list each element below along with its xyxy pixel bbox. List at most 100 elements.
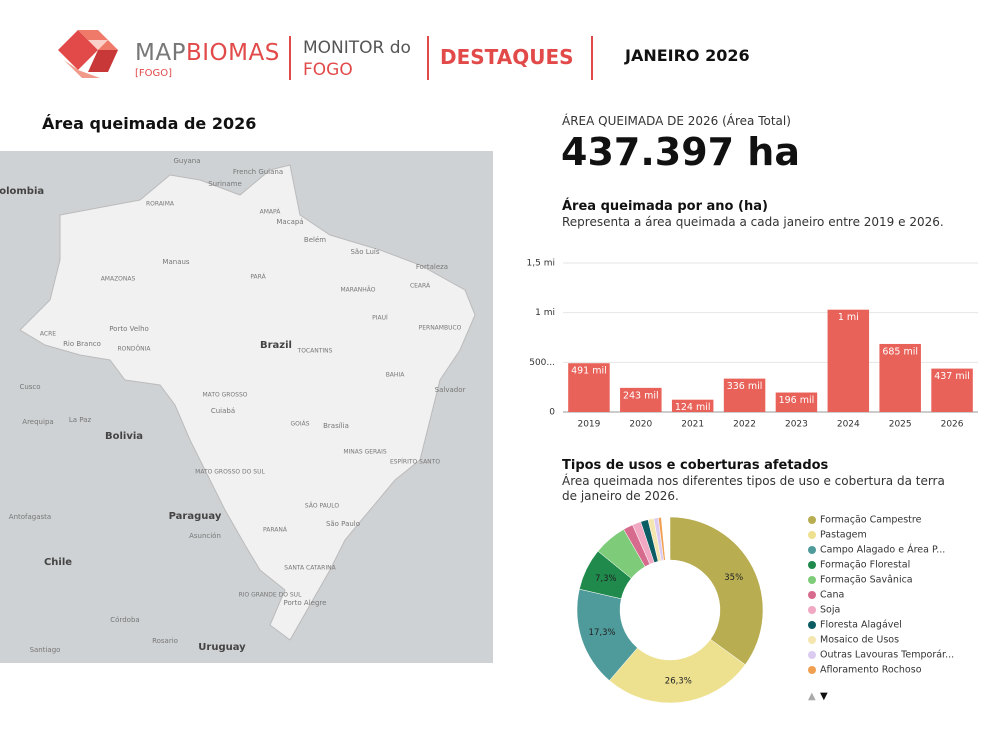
legend-label: Formação Savânica [820,575,913,586]
map-label: RONDÔNIA [117,346,151,353]
map-label: Cusco [19,383,40,391]
map-label: São Luís [350,248,379,256]
bar-label: 336 mil [727,381,763,392]
legend-pager: ▼ [820,691,828,702]
map-label: Chile [44,557,72,568]
legend-swatch [808,561,816,569]
x-tick-label: 2022 [733,420,756,430]
map-label: French Guiana [233,168,283,176]
map-title: Área queimada de 2026 [42,114,257,133]
slice-label: 35% [724,573,743,583]
bar [723,378,766,412]
pie-slice [609,639,746,704]
map-label: Porto Alegre [284,599,327,607]
legend-swatch [808,591,816,599]
slice-label: 7,3% [595,574,617,584]
bar [775,392,818,412]
map-label: PIAUÍ [372,315,388,322]
pie-slice [658,517,666,561]
map-label: Manaus [162,258,189,266]
map-label: RIO GRANDE DO SUL [239,592,303,599]
map-label: Colombia [0,186,44,197]
map-label: Córdoba [110,616,139,624]
brazil-shape [19,164,476,641]
map-label: Cuiabá [211,407,235,415]
map-label: CEARÁ [410,283,431,290]
map-label: PARÁ [250,274,266,281]
monitor: MONITOR do [303,38,411,58]
bar [879,343,921,412]
map-label: Arequipa [22,418,53,426]
map-label: ACRE [40,331,56,338]
x-tick-label: 2019 [577,420,600,430]
legend-label: Outras Lavouras Temporár... [820,650,954,661]
map-label: Brasília [323,422,349,430]
map-label: São Paulo [326,520,360,528]
bar-label: 124 mil [675,402,711,413]
map-label: ESPÍRITO SANTO [390,459,440,466]
map-label: MARANHÃO [340,287,375,294]
map-label: Macapá [276,218,303,226]
kpi-label: ÁREA QUEIMADA DE 2026 (Área Total) [562,114,791,128]
legend-label: Floresta Alagável [820,620,902,631]
map-label: PARANÁ [263,527,288,534]
map-label: Rosario [152,637,178,645]
map-label: MATO GROSSO [203,392,248,399]
y-tick-label: 0 [549,408,555,418]
legend-swatch [808,636,816,644]
map-label: TOCANTINS [297,348,333,355]
brand-b: BIOMAS [185,40,280,66]
map-label: Porto Velho [109,325,149,333]
bar-label: 196 mil [779,395,815,406]
y-tick-label: 1 mi [535,308,555,318]
slice-label: 26,3% [665,677,692,687]
legend-swatch [808,666,816,674]
legend-pager: ▲ [808,691,816,702]
map-label: Belém [304,236,326,244]
map-label: Suriname [208,180,242,188]
bar [931,368,973,412]
brand: MAPBIOMAS [135,40,280,66]
map-label: MATO GROSSO DO SUL [195,469,265,476]
bar-subtitle: Representa a área queimada a cada janeir… [562,215,944,229]
map-label: GOIÁS [290,421,309,428]
period: JANEIRO 2026 [625,46,750,65]
map-labels: Guyana Suriname French Guiana Colombia RORAI… [0,157,465,654]
map-label: Asunción [189,532,221,540]
y-tick-label: 500... [529,358,555,368]
kpi-value: 437.397 ha [561,130,801,174]
map-label: MINAS GERAIS [343,449,386,456]
bar-label: 491 mil [571,366,607,377]
map-label: SANTA CATARINA [284,565,336,572]
y-tick-label: 1,5 mi [527,259,555,269]
pie-subtitle: Área queimada nos diferentes tipos de us… [562,474,945,503]
map-label: SÃO PAULO [305,503,339,510]
bar-label: 243 mil [623,390,659,401]
legend-label: Formação Campestre [820,515,922,526]
legend-swatch [808,621,816,629]
legend-swatch [808,651,816,659]
x-tick-label: 2021 [681,420,704,430]
map-label: Paraguay [169,511,222,522]
bar-label: 685 mil [882,346,918,357]
monitor-b: FOGO [303,60,353,80]
map-label: Guyana [173,157,200,165]
pie-slice [669,516,764,666]
x-tick-label: 2024 [837,420,860,430]
map-label: PERNAMBUCO [419,325,462,332]
legend-swatch [808,546,816,554]
x-tick-label: 2025 [889,420,912,430]
bar [568,363,610,412]
legend-swatch [808,606,816,614]
map-label: Antofagasta [9,513,51,521]
map-label: Brazil [260,340,292,351]
bar-label: 437 mil [934,371,970,382]
legend-label: Afloramento Rochoso [820,665,922,676]
legend-label: Formação Florestal [820,560,910,571]
map-label: Salvador [435,386,466,394]
map-label: AMAZONAS [101,276,136,283]
legend-label: Cana [820,590,844,601]
slice-label: 17,3% [589,628,616,638]
map-label: Fortaleza [416,263,448,271]
